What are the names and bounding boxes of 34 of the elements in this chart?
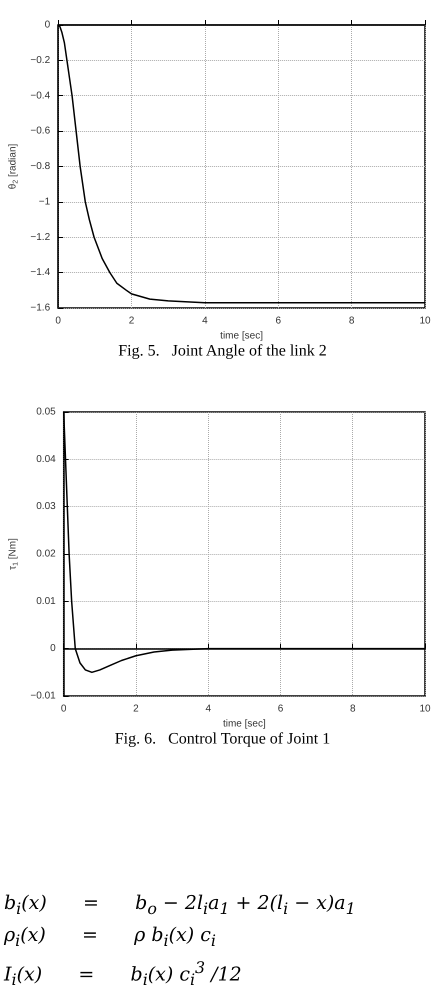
y-tick-label: −0.2	[30, 54, 51, 66]
x-tick-label: 4	[205, 704, 212, 714]
y-tick-label: 0.04	[36, 454, 56, 465]
y-tick-label: −0.4	[30, 90, 51, 102]
text: Fig. 5. Joint Angle of the link 2	[118, 342, 327, 360]
x-tick-label: 10	[419, 704, 431, 714]
y-tick-label: −1.6	[30, 302, 51, 314]
x-tick-label: 6	[275, 316, 282, 326]
y-tick-label: −0.6	[30, 126, 51, 137]
x-tick-label: 4	[202, 316, 208, 326]
text: ρ$_{i}$(x) = ρ b$_{i}$(x) c$_{i}$	[4, 922, 217, 952]
x-tick-label: 10	[419, 316, 431, 326]
x-tick-label: 0	[60, 704, 67, 714]
y-tick-label: 0.02	[36, 548, 56, 560]
text: I$_{i}$(x) = b$_{i}$(x) c$_{i}$$^{3}$ /12	[4, 956, 243, 988]
y-tick-label: 0.03	[36, 501, 56, 512]
y-tick-label: 0	[50, 643, 56, 654]
y-tick-label: 0.05	[36, 406, 56, 418]
text: Fig. 6. Control Torque of Joint 1	[114, 730, 330, 748]
x-tick-label: 6	[278, 704, 284, 714]
y-tick-label: −1.4	[30, 267, 51, 278]
y-tick-label: −1.2	[30, 232, 51, 243]
x-tick-label: 2	[128, 316, 135, 326]
y-tick-label: −1	[38, 196, 51, 208]
x-tick-label: 8	[350, 704, 356, 714]
x-axis-title: time [sec]	[222, 718, 266, 730]
x-tick-label: 2	[133, 704, 140, 714]
x-axis-title: time [sec]	[220, 330, 264, 342]
y-tick-label: −0.8	[30, 161, 51, 172]
y-tick-label: 0.01	[36, 596, 56, 607]
y-tick-label: 0	[44, 20, 51, 30]
x-tick-label: 8	[348, 316, 355, 326]
y-tick-label: −0.01	[30, 690, 56, 702]
text: b$_{i}$(x) = b$_{o}$ − 2l$_{i}$a$_{1}$ + 2(l$_{i}$ − x)a$_{1}$	[4, 892, 356, 918]
